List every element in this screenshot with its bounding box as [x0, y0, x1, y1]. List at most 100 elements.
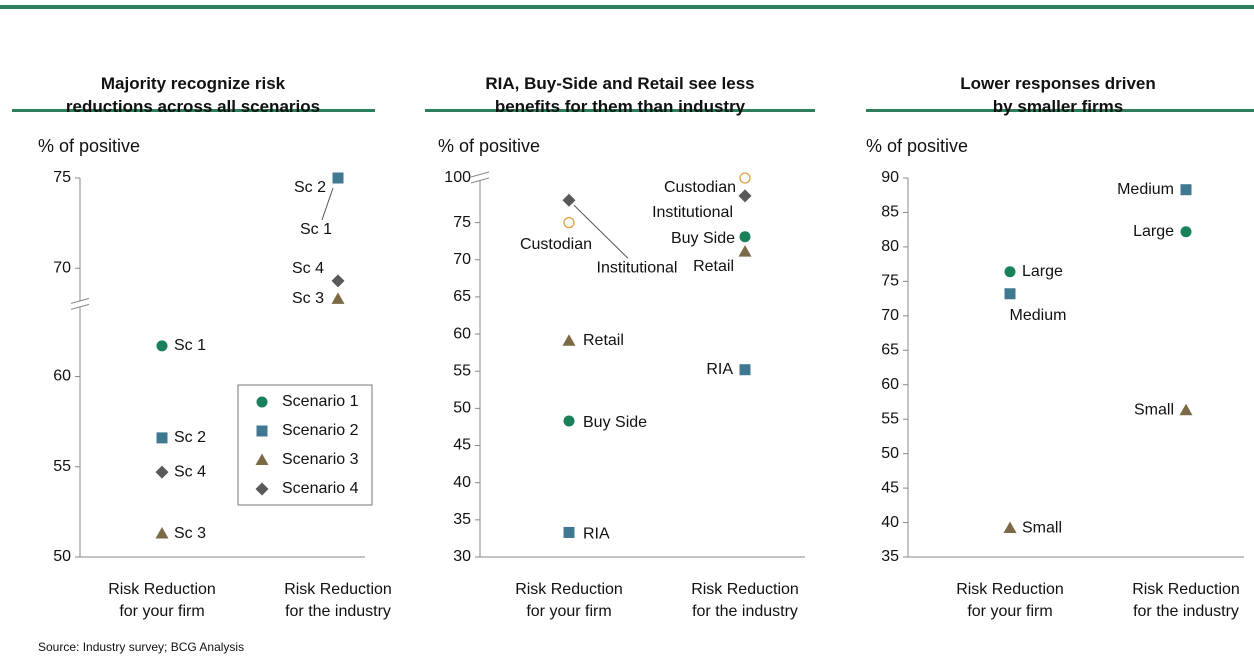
axis-break — [470, 171, 490, 178]
y-tick-label: 30 — [453, 548, 471, 565]
y-tick-label: 45 — [453, 437, 471, 454]
x-tick-label: Risk Reduction for your firm — [108, 581, 216, 620]
point — [331, 292, 345, 304]
point — [256, 425, 268, 437]
point-label: Sc 1 — [300, 221, 332, 238]
y-tick-label: 55 — [881, 410, 899, 427]
point-label: Medium — [1117, 181, 1174, 198]
point-label: Sc 2 — [174, 429, 206, 446]
axis-break-gap — [72, 301, 88, 308]
point — [563, 415, 575, 427]
point-label: Custodian — [664, 179, 736, 196]
y-axis-label: % of positive — [438, 136, 541, 156]
y-tick-label: 75 — [53, 169, 71, 186]
source-note: Source: Industry survey; BCG Analysis — [38, 640, 245, 654]
point — [1179, 403, 1193, 416]
y-tick-label: 85 — [881, 204, 899, 221]
y-tick-label: 75 — [453, 214, 471, 231]
legend-label: Scenario 4 — [282, 480, 359, 497]
x-tick-label: Risk Reduction for the industry — [1132, 581, 1240, 620]
panel-title: Majority recognize risk reductions acros… — [65, 74, 321, 116]
point-label: Medium — [1010, 307, 1067, 324]
point-label: Small — [1022, 519, 1062, 536]
point — [256, 396, 268, 408]
point — [1004, 266, 1016, 278]
y-tick-label: 40 — [881, 514, 899, 531]
leader-line — [321, 187, 334, 221]
point-label: Sc 4 — [174, 463, 206, 480]
y-tick-label: 65 — [453, 288, 471, 305]
title-rule — [12, 109, 375, 112]
point-label: Sc 1 — [174, 337, 206, 354]
point — [739, 172, 751, 184]
point — [738, 189, 752, 203]
y-tick-label: 70 — [881, 307, 899, 324]
point — [1003, 521, 1017, 534]
legend-label: Scenario 3 — [282, 451, 359, 468]
x-tick-label: Risk Reduction for the industry — [284, 581, 392, 620]
title-rule — [425, 109, 815, 112]
point — [739, 231, 751, 243]
y-tick-label: 60 — [453, 325, 471, 342]
point-label: RIA — [583, 526, 610, 543]
point — [155, 465, 169, 479]
y-tick-label: 55 — [53, 458, 71, 475]
axis-break — [70, 297, 90, 304]
point — [562, 193, 576, 207]
top-rule — [0, 5, 1254, 9]
y-tick-label: 35 — [453, 511, 471, 528]
point — [563, 526, 575, 538]
point — [156, 432, 168, 444]
y-tick-label: 55 — [453, 362, 471, 379]
point — [739, 364, 751, 376]
panel-title: RIA, Buy-Side and Retail see less benefi… — [485, 74, 755, 116]
point — [331, 274, 345, 288]
point — [1180, 184, 1192, 196]
legend-label: Scenario 2 — [282, 422, 359, 439]
point-label: Sc 3 — [174, 525, 206, 542]
point — [332, 172, 344, 184]
y-tick-label: 90 — [881, 169, 899, 186]
point — [155, 527, 169, 539]
y-tick-label: 60 — [53, 368, 71, 385]
axis-break — [470, 177, 490, 184]
point-label: Sc 3 — [292, 290, 324, 307]
title-rule — [866, 109, 1254, 112]
point — [1180, 226, 1192, 238]
point-label: Buy Side — [671, 230, 735, 247]
point — [255, 482, 269, 496]
point-label: Buy Side — [583, 414, 647, 431]
point-label: Custodian — [520, 236, 592, 253]
panel-title: Lower responses driven by smaller firms — [960, 74, 1156, 116]
y-tick-label: 65 — [881, 341, 899, 358]
point — [1004, 288, 1016, 300]
point-label: Sc 2 — [294, 179, 326, 196]
x-tick-label: Risk Reduction for your firm — [515, 581, 623, 620]
y-tick-label: 40 — [453, 474, 471, 491]
point-label: Large — [1133, 223, 1174, 240]
point — [562, 334, 576, 346]
y-tick-label: 75 — [881, 273, 899, 290]
y-tick-label: 70 — [53, 259, 71, 276]
y-tick-label: 50 — [53, 548, 71, 565]
point-label: Small — [1134, 401, 1174, 418]
y-tick-label: 35 — [881, 548, 899, 565]
point-label: Retail — [583, 332, 624, 349]
y-tick-label: 60 — [881, 376, 899, 393]
point-label: RIA — [706, 361, 733, 378]
point-label: Sc 4 — [292, 260, 324, 277]
point — [255, 453, 269, 465]
axis-break — [70, 303, 90, 310]
point — [156, 340, 168, 352]
point-label: Retail — [693, 258, 734, 275]
y-axis-label: % of positive — [866, 136, 969, 156]
y-tick-label: 50 — [453, 400, 471, 417]
x-tick-label: Risk Reduction for the industry — [691, 581, 799, 620]
y-tick-label: 100 — [444, 169, 471, 186]
y-axis-label: % of positive — [38, 136, 141, 156]
point — [563, 216, 575, 229]
axis-break-gap — [472, 175, 488, 181]
point-label: Institutional — [652, 204, 733, 221]
point-label: Institutional — [597, 260, 678, 277]
